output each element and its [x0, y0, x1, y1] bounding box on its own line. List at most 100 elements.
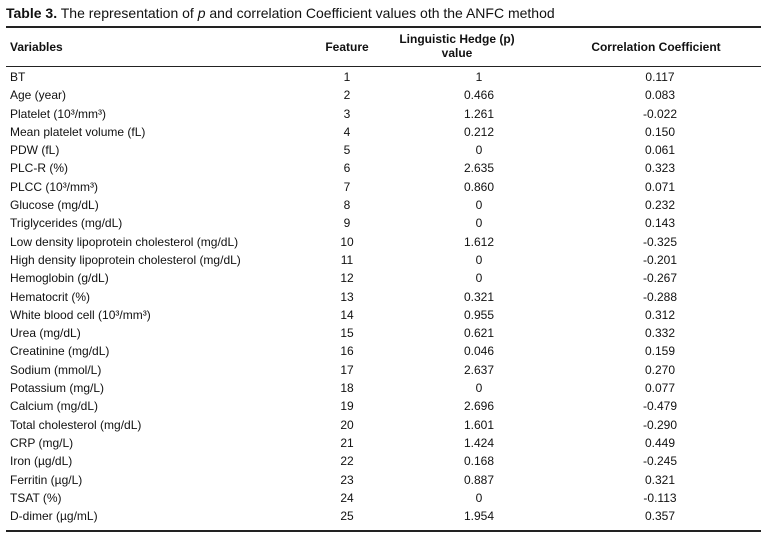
cell-hedge-value: 0.168: [463, 454, 495, 469]
cell-feature: 21: [340, 435, 354, 450]
cell-hedge-value: 0: [475, 381, 483, 396]
cell-feature: 9: [343, 216, 351, 231]
cell-feature: 24: [340, 490, 354, 505]
cell-hedge-value: 0.887: [463, 472, 495, 487]
cell-feature: 6: [343, 161, 351, 176]
caption-text-before: The representation of: [57, 5, 198, 21]
cell-hedge-value: 0: [475, 143, 483, 158]
cell-correlation: -0.325: [642, 234, 678, 249]
header-rule: [6, 66, 761, 67]
cell-correlation: 0.077: [644, 381, 676, 396]
cell-feature: 14: [340, 307, 354, 322]
cell-feature: 1: [343, 70, 351, 84]
table-row: White blood cell (10³/mm³) 14 0.955 0.312: [6, 306, 761, 324]
cell-hedge-value: 0: [475, 198, 483, 213]
cell-variable: Mean platelet volume (fL): [10, 124, 146, 139]
table-row: Age (year) 2 0.466 0.083: [6, 86, 761, 104]
cell-correlation: -0.267: [642, 271, 678, 286]
cell-hedge-value: 0.466: [463, 88, 495, 103]
cell-variable: Hematocrit (%): [10, 289, 91, 304]
cell-correlation: 0.232: [644, 198, 676, 213]
cell-hedge-value: 0: [475, 271, 483, 286]
table-row: Ferritin (µg/L) 23 0.887 0.321: [6, 471, 761, 489]
cell-correlation: -0.113: [643, 490, 677, 505]
header-linguistic-hedge: Linguistic Hedge (p) value: [391, 32, 523, 60]
cell-variable: Age (year): [10, 88, 67, 103]
cell-variable: Ferritin (µg/L): [10, 472, 83, 487]
top-rule: [6, 26, 761, 28]
cell-feature: 23: [340, 472, 354, 487]
cell-variable: Triglycerides (mg/dL): [10, 216, 123, 231]
cell-variable: Platelet (10³/mm³): [10, 106, 107, 121]
cell-feature: 12: [340, 271, 354, 286]
caption-label: Table 3.: [6, 5, 58, 21]
cell-variable: Total cholesterol (mg/dL): [10, 417, 142, 432]
cell-variable: Sodium (mmol/L): [10, 362, 102, 377]
cell-variable: Creatinine (mg/dL): [10, 344, 110, 359]
cell-variable: Hemoglobin (g/dL): [10, 271, 109, 286]
cell-feature: 4: [343, 124, 351, 139]
cell-correlation: 0.071: [644, 179, 676, 194]
header-feature: Feature: [325, 40, 369, 54]
table-row: Creatinine (mg/dL) 16 0.046 0.159: [6, 342, 761, 360]
cell-feature: 15: [340, 326, 354, 341]
cell-hedge-value: 1.424: [463, 435, 495, 450]
cell-hedge-value: 0.621: [463, 326, 495, 341]
cell-correlation: 0.449: [644, 435, 676, 450]
cell-hedge-value: 0: [475, 252, 483, 267]
cell-hedge-value: 0.860: [463, 179, 495, 194]
header-hedge-line1: Linguistic Hedge (p): [399, 32, 515, 46]
cell-hedge-value: 2.635: [463, 161, 495, 176]
cell-correlation: 0.312: [644, 307, 676, 322]
cell-hedge-value: 0: [475, 490, 483, 505]
cell-variable: High density lipoprotein cholesterol (mg…: [10, 252, 241, 267]
cell-feature: 3: [343, 106, 351, 121]
cell-feature: 8: [343, 198, 351, 213]
cell-hedge-value: 1.601: [463, 417, 495, 432]
table-row: PLC-R (%) 6 2.635 0.323: [6, 159, 761, 177]
cell-hedge-value: 0.212: [463, 124, 495, 139]
table-caption: Table 3. The representation of p and cor…: [6, 5, 555, 21]
cell-correlation: -0.245: [642, 454, 678, 469]
cell-correlation: 0.117: [645, 70, 675, 84]
table-row: Low density lipoprotein cholesterol (mg/…: [6, 233, 761, 251]
cell-variable: PLCC (10³/mm³): [10, 179, 99, 194]
cell-correlation: 0.150: [644, 124, 676, 139]
header-variables: Variables: [10, 40, 63, 54]
cell-correlation: 0.332: [644, 326, 676, 341]
table-row: Hematocrit (%) 13 0.321 -0.288: [6, 288, 761, 306]
cell-feature: 25: [340, 509, 354, 524]
cell-correlation: 0.061: [644, 143, 676, 158]
header-hedge-line2: value: [441, 46, 473, 60]
cell-hedge-value: 0.046: [463, 344, 495, 359]
cell-feature: 11: [340, 252, 354, 267]
cell-feature: 10: [340, 234, 354, 249]
table-row: Calcium (mg/dL) 19 2.696 -0.479: [6, 397, 761, 415]
cell-correlation: 0.083: [644, 88, 676, 103]
cell-correlation: -0.288: [642, 289, 678, 304]
cell-feature: 17: [340, 362, 354, 377]
cell-hedge-value: 0: [475, 216, 483, 231]
cell-variable: Glucose (mg/dL): [10, 198, 99, 213]
cell-feature: 16: [340, 344, 354, 359]
table-header: Variables Feature Linguistic Hedge (p) v…: [6, 28, 761, 66]
table-row: Potassium (mg/L) 18 0 0.077: [6, 379, 761, 397]
cell-variable: White blood cell (10³/mm³): [10, 307, 151, 322]
cell-correlation: 0.357: [644, 509, 676, 524]
cell-variable: D-dimer (µg/mL): [10, 509, 98, 524]
cell-variable: PLC-R (%): [10, 161, 69, 176]
table-row: CRP (mg/L) 21 1.424 0.449: [6, 434, 761, 452]
cell-correlation: 0.321: [644, 472, 676, 487]
table-row: Total cholesterol (mg/dL) 20 1.601 -0.290: [6, 416, 761, 434]
cell-variable: Iron (µg/dL): [10, 454, 73, 469]
cell-hedge-value: 0.955: [463, 307, 495, 322]
cell-hedge-value: 2.696: [463, 399, 495, 414]
cell-hedge-value: 1: [475, 70, 483, 84]
cell-variable: CRP (mg/L): [10, 435, 74, 450]
cell-variable: BT: [10, 70, 26, 84]
cell-feature: 19: [340, 399, 354, 414]
table-row: Sodium (mmol/L) 17 2.637 0.270: [6, 361, 761, 379]
bottom-rule: [6, 530, 761, 532]
cell-variable: TSAT (%): [10, 490, 62, 505]
